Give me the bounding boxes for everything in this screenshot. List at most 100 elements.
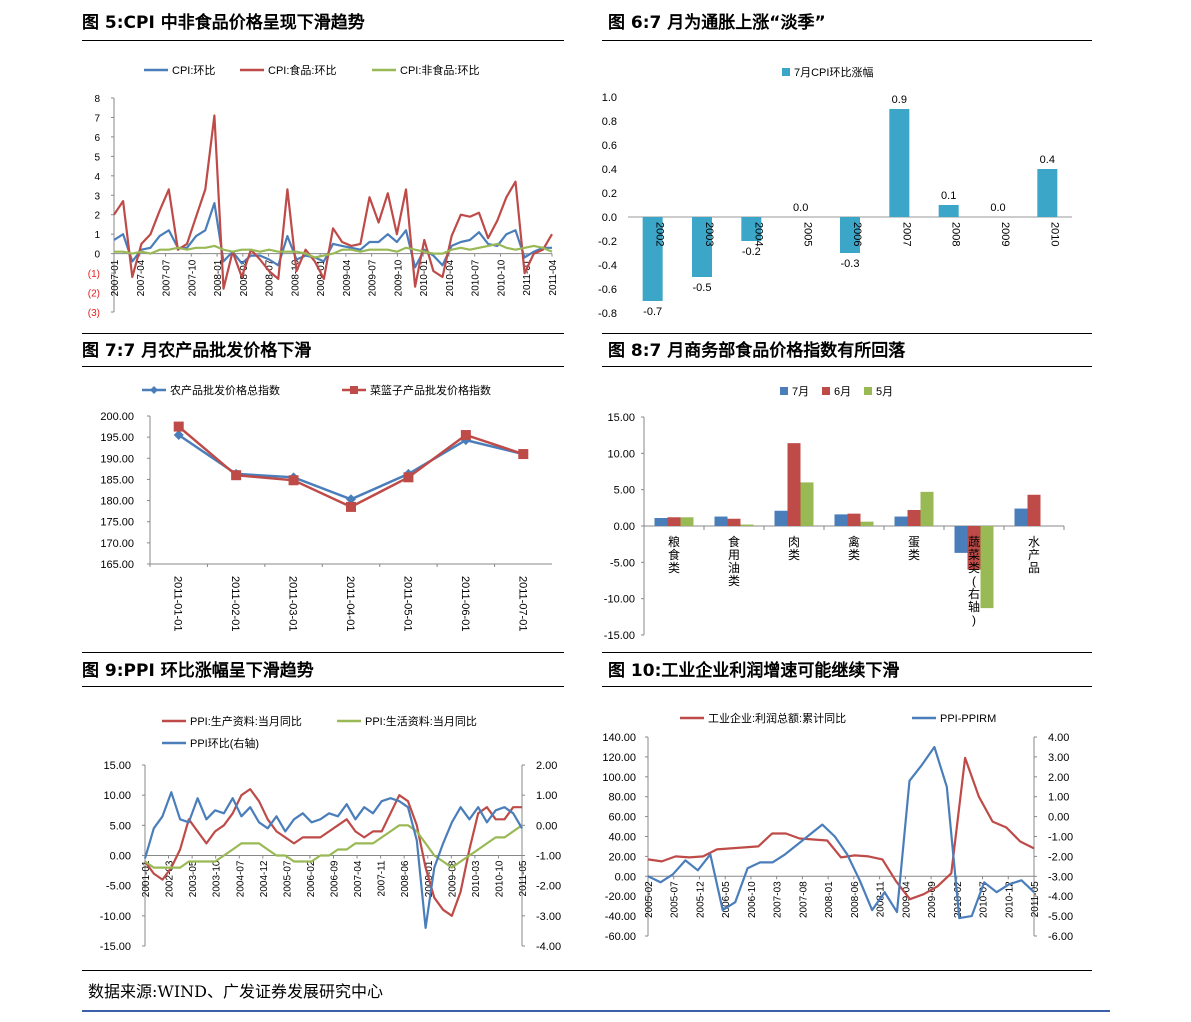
fig6-category-label: 2008 [950, 222, 962, 246]
fig8-category-label: 禽类 [848, 534, 860, 562]
fig10-left-tick: -20.00 [605, 891, 636, 903]
fig10-legend-2-label: PPI-PPIRM [940, 713, 996, 725]
fig5-x-tick: 2007-07 [162, 259, 173, 296]
fig5-x-tick: 2009-01 [316, 259, 327, 296]
fig5-x-tick: 2008-04 [239, 259, 250, 296]
fig5-series-line-3 [114, 242, 553, 259]
fig8-y-tick: -5.00 [610, 557, 635, 569]
fig9-x-tick: 2005-07 [282, 860, 293, 897]
fig7-marker-1 [460, 435, 471, 446]
fig6-y-tick: 1.0 [602, 92, 617, 104]
figure-6-svg: -0.8 -0.6 -0.4 -0.2 0.0 0.2 0.4 0.6 0.8 1.0 2002 -0… [598, 66, 1072, 320]
fig9-left-tick: -10.00 [100, 911, 131, 923]
fig6-bar [741, 217, 762, 241]
fig9-series-line-1 [144, 788, 522, 917]
fig6-bar [938, 205, 959, 217]
fig7-marker-2 [403, 472, 414, 483]
fig6-category-label: 2006 [851, 222, 863, 246]
fig6-y-tick: -0.8 [598, 308, 617, 320]
fig9-series-line-3 [143, 791, 523, 929]
fig9-right-tick: -4.00 [536, 941, 561, 953]
fig5-x-tick: 2011-04 [548, 259, 559, 295]
fig10-x-tick: 2008-06 [850, 881, 861, 918]
figure-7-chart: 165.00 170.00 175.00 180.00 185.00 190.00 195.… [82, 370, 564, 650]
fig5-y-tick: 4 [94, 172, 100, 183]
fig9-x-tick: 2009-08 [447, 860, 458, 897]
fig6-data-label: 0.0 [793, 202, 808, 214]
fig10-right-tick: 2.00 [1048, 772, 1069, 784]
fig9-left-tick: 10.00 [103, 790, 131, 802]
fig8-y-tick: 15.00 [607, 412, 635, 424]
fig7-marker-2 [460, 430, 471, 441]
fig6-data-label: -0.7 [643, 306, 662, 318]
figure-9-chart: -15.00 -10.00 -5.00 0.00 5.00 10.00 15.00 -4.00… [82, 690, 564, 968]
fig10-left-tick: 40.00 [608, 832, 636, 844]
fig7-y-tick: 190.00 [100, 453, 134, 465]
fig8-legend-1-swatch [780, 387, 788, 395]
fig10-x-tick: 2005-02 [644, 881, 655, 918]
fig5-y-tick: 7 [94, 113, 100, 124]
data-source-note: 数据来源:WIND、广发证券发展研究中心 [88, 982, 383, 1001]
fig8-bar [847, 513, 861, 526]
figure-9-title-rule [82, 686, 564, 687]
fig5-legend-1-label: CPI:环比 [172, 64, 215, 77]
fig5-legend-3-label: CPI:非食品:环比 [400, 63, 479, 77]
figure-7-svg: 165.00 170.00 175.00 180.00 185.00 190.00 195.… [100, 383, 552, 631]
fig5-x-tick: 2009-07 [368, 259, 379, 296]
fig8-bar [1014, 508, 1028, 526]
fig6-category-label: 2002 [654, 222, 666, 246]
fig5-x-tick: 2010-07 [471, 259, 482, 296]
fig7-legend-1-label: 农产品批发价格总指数 [170, 383, 280, 397]
fig6-bar [889, 109, 910, 217]
fig8-bar [714, 516, 728, 526]
fig8-bar [740, 524, 754, 526]
fig5-y-tick: 5 [94, 152, 100, 163]
fig5-x-tick: 2009-04 [342, 259, 353, 296]
fig9-x-tick: 2004-07 [235, 860, 246, 897]
fig5-x-tick: 2007-10 [187, 259, 198, 296]
figure-7-bottom-rule [82, 652, 564, 653]
fig10-right-tick: -2.00 [1048, 851, 1073, 863]
fig9-legend-2-label: PPI:生活资料:当月同比 [365, 714, 477, 728]
fig5-x-tick: 2010-10 [496, 259, 507, 296]
fig10-x-tick: 2006-10 [747, 881, 758, 918]
fig7-x-tick: 2011-03-01 [287, 576, 299, 631]
fig6-y-tick: 0.4 [602, 164, 617, 176]
fig5-y-tick: 6 [94, 133, 100, 144]
fig8-category-label: 肉类 [788, 535, 800, 562]
fig10-x-tick: 2011-05 [1030, 881, 1041, 917]
fig6-category-label: 2005 [802, 222, 814, 246]
fig6-data-label: 0.4 [1040, 154, 1055, 166]
fig9-x-tick: 2010-10 [494, 860, 505, 897]
figure-6-bottom-rule [602, 333, 1092, 334]
fig8-category-label: 蔬菜类(右轴) [968, 535, 980, 627]
fig7-x-tick: 2011-07-01 [516, 576, 528, 631]
fig9-legend-3-label: PPI环比(右轴) [190, 736, 259, 750]
fig5-y-tick: 1 [94, 230, 100, 241]
fig10-series-line-1 [647, 756, 1035, 901]
fig6-category-label: 2007 [900, 222, 912, 246]
fig10-x-tick: 2007-03 [773, 881, 784, 918]
fig6-data-label: 0.0 [990, 202, 1005, 214]
fig10-legend-1-label: 工业企业:利润总额:累计同比 [708, 711, 846, 725]
fig6-category-label: 2004 [752, 222, 764, 246]
fig5-x-tick: 2008-01 [213, 259, 224, 296]
fig8-y-tick: 10.00 [607, 448, 635, 460]
fig6-data-label: -0.3 [841, 258, 860, 270]
fig6-category-label: 2010 [1048, 222, 1060, 246]
fig6-bar [1037, 169, 1058, 217]
fig10-right-tick: 3.00 [1048, 752, 1069, 764]
figure-8-bottom-rule [602, 652, 1092, 653]
fig7-marker-2 [288, 475, 299, 486]
fig5-x-tick: 2009-10 [393, 259, 404, 296]
fig10-x-tick: 2010-07 [979, 881, 990, 918]
fig9-left-tick: -15.00 [100, 941, 131, 953]
fig8-bar [834, 514, 848, 526]
fig10-right-tick: -6.00 [1048, 931, 1073, 943]
fig9-x-tick: 2003-05 [188, 860, 199, 897]
fig6-bar [692, 217, 712, 277]
figure-10-svg: -60.00 -40.00 -20.00 0.00 20.00 40.00 60.00 80.… [602, 711, 1073, 943]
fig7-legend-1-marker [150, 386, 158, 394]
fig8-legend-1-label: 7月 [792, 386, 809, 398]
fig9-right-tick: 1.00 [536, 790, 557, 802]
